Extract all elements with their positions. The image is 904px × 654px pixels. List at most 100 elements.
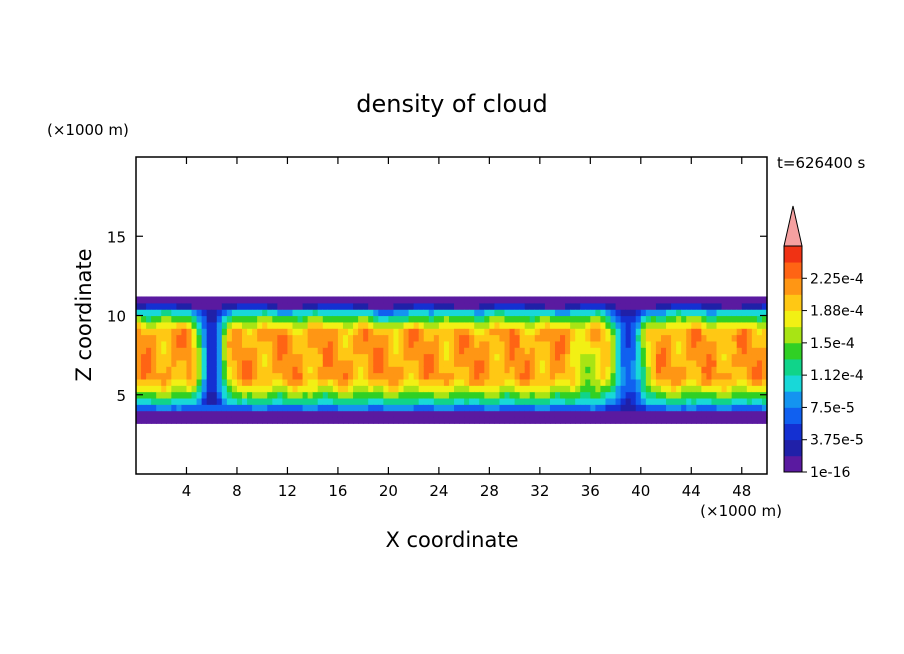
density-cell (297, 372, 304, 380)
density-cell (640, 372, 647, 380)
density-cell (307, 309, 314, 317)
density-cell (312, 302, 319, 310)
density-cell (383, 416, 389, 424)
density-cell (337, 378, 344, 386)
density-cell (539, 391, 546, 399)
density-cell (560, 328, 566, 336)
density-cell (711, 397, 718, 405)
density-cell (161, 353, 167, 361)
density-cell (171, 328, 177, 336)
x-tick-label: 20 (379, 482, 398, 500)
density-cell (519, 315, 526, 323)
density-cell (630, 321, 637, 329)
density-cell (206, 378, 213, 386)
density-cell (731, 302, 738, 310)
density-cell (635, 372, 642, 380)
density-cell (514, 359, 521, 367)
density-cell (726, 391, 733, 399)
density-cell (191, 296, 198, 304)
colorbar-swatch (784, 294, 802, 311)
density-cell (484, 404, 490, 412)
density-cell (282, 366, 289, 374)
density-cell (640, 340, 647, 348)
density-cell (751, 296, 758, 304)
density-cell (726, 296, 733, 304)
density-cell (348, 353, 354, 361)
density-cell (201, 359, 208, 367)
density-cell (277, 391, 283, 399)
density-cell (676, 353, 682, 361)
density-cell (307, 378, 314, 386)
density-cell (141, 391, 147, 399)
density-cell (277, 315, 283, 323)
density-cell (595, 353, 602, 361)
density-cell (358, 359, 364, 367)
density-cell (544, 416, 551, 424)
density-cell (464, 296, 470, 304)
density-cell (206, 302, 213, 310)
density-cell (166, 404, 172, 412)
density-cell (711, 353, 718, 361)
density-cell (645, 315, 652, 323)
density-cell (544, 353, 551, 361)
density-cell (408, 321, 415, 329)
density-cell (423, 366, 430, 374)
density-cell (226, 404, 233, 412)
density-cell (433, 321, 440, 329)
density-cell (348, 404, 354, 412)
density-cell (196, 315, 203, 323)
density-cell (231, 366, 238, 374)
density-cell (191, 321, 198, 329)
density-cell (721, 391, 728, 399)
density-cell (166, 347, 172, 355)
density-cell (418, 309, 425, 317)
density-cell (267, 416, 273, 424)
density-cell (393, 296, 400, 304)
density-cell (322, 315, 329, 323)
density-cell (383, 321, 389, 329)
density-cell (332, 353, 339, 361)
density-cell (484, 391, 490, 399)
colorbar-swatch (784, 246, 802, 263)
density-cell (252, 309, 258, 317)
density-cell (499, 359, 506, 367)
density-cell (433, 309, 440, 317)
density-cell (353, 416, 359, 424)
density-cell (242, 404, 248, 412)
density-cell (292, 296, 299, 304)
density-cell (454, 378, 460, 386)
density-cell (136, 416, 142, 424)
density-cell (625, 315, 632, 323)
density-cell (322, 302, 329, 310)
density-cell (272, 359, 278, 367)
density-cell (756, 378, 763, 386)
density-cell (247, 404, 253, 412)
density-cell (756, 309, 763, 317)
density-cell (383, 315, 389, 323)
density-cell (706, 410, 713, 418)
density-cell (529, 359, 536, 367)
density-cell (519, 340, 526, 348)
density-cell (534, 366, 541, 374)
density-cell (312, 359, 319, 367)
density-cell (393, 397, 400, 405)
density-cell (575, 391, 581, 399)
density-cell (751, 397, 758, 405)
density-cell (590, 321, 596, 329)
x-tick-label: 12 (278, 482, 297, 500)
density-cell (327, 347, 334, 355)
density-cell (529, 340, 536, 348)
density-cell (151, 359, 157, 367)
density-cell (650, 321, 657, 329)
density-cell (221, 340, 228, 348)
density-cell (272, 397, 278, 405)
density-cell (247, 366, 253, 374)
density-cell (418, 404, 425, 412)
density-cell (332, 391, 339, 399)
density-cell (327, 359, 334, 367)
density-cell (650, 296, 657, 304)
density-cell (216, 391, 223, 399)
density-cell (590, 353, 596, 361)
density-cell (736, 397, 743, 405)
density-cell (146, 296, 152, 304)
